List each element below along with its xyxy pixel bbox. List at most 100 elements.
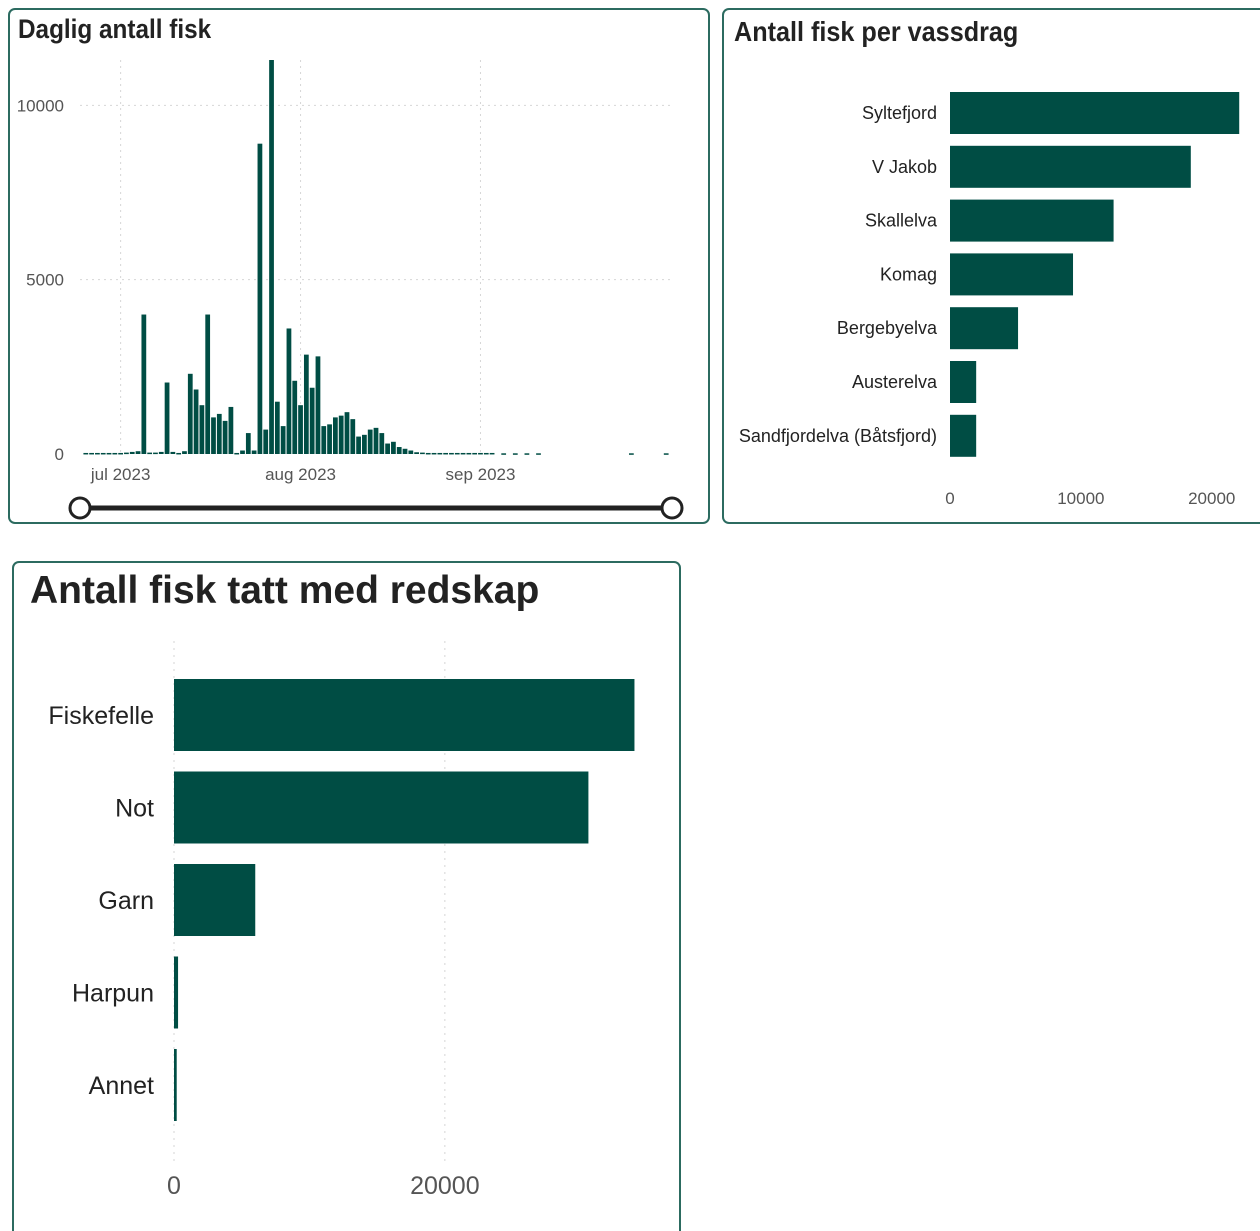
daily-bar[interactable] <box>89 452 94 455</box>
daily-bar[interactable] <box>512 453 518 455</box>
daily-bar[interactable] <box>425 452 431 455</box>
daily-bar[interactable] <box>205 314 211 454</box>
daily-bar[interactable] <box>170 451 176 454</box>
daily-bar[interactable] <box>408 450 414 454</box>
daily-bar[interactable] <box>373 427 379 454</box>
daily-bar[interactable] <box>118 452 124 455</box>
daily-bar[interactable] <box>356 436 361 454</box>
gear-bar[interactable] <box>174 1049 177 1121</box>
river-bar[interactable] <box>950 253 1074 296</box>
daily-bar[interactable] <box>286 328 292 454</box>
daily-bar[interactable] <box>274 401 280 454</box>
gear-bar[interactable] <box>174 771 589 844</box>
daily-bar[interactable] <box>211 417 216 454</box>
daily-bar[interactable] <box>454 452 460 455</box>
daily-bar[interactable] <box>402 448 408 454</box>
daily-bar[interactable] <box>158 451 164 454</box>
daily-bar[interactable] <box>443 452 449 455</box>
gear-bar[interactable] <box>174 956 179 1029</box>
daily-bar[interactable] <box>216 413 222 454</box>
daily-bar[interactable] <box>269 60 274 454</box>
daily-bar[interactable] <box>367 429 373 454</box>
daily-bar[interactable] <box>315 356 321 454</box>
river-category-label: Bergebyelva <box>837 318 938 338</box>
daily-bar[interactable] <box>449 452 454 455</box>
daily-bar[interactable] <box>321 426 327 454</box>
daily-bar[interactable] <box>483 452 489 455</box>
daily-bar[interactable] <box>234 452 240 455</box>
river-category-label: Sandfjordelva (Båtsfjord) <box>739 426 937 446</box>
river-bar[interactable] <box>950 307 1019 350</box>
river-bar[interactable] <box>950 199 1114 242</box>
daily-bar[interactable] <box>344 412 350 454</box>
daily-bar[interactable] <box>466 452 472 455</box>
daily-bar[interactable] <box>95 452 100 455</box>
daily-bar[interactable] <box>350 419 356 454</box>
river-fish-panel: Antall fisk per vassdrag Syltefjord V Jak… <box>722 8 1260 524</box>
daily-bar[interactable] <box>478 452 483 455</box>
daily-bar[interactable] <box>292 380 298 454</box>
daily-bar[interactable] <box>141 314 147 454</box>
daily-bar[interactable] <box>489 452 495 455</box>
gear-category-label: Annet <box>89 1072 154 1100</box>
river-bar[interactable] <box>950 414 977 457</box>
daily-bar[interactable] <box>332 417 338 454</box>
daily-bar[interactable] <box>124 452 129 455</box>
daily-bar[interactable] <box>536 453 541 455</box>
daily-bar[interactable] <box>182 451 187 454</box>
daily-bar[interactable] <box>431 452 437 455</box>
daily-bar[interactable] <box>100 452 106 455</box>
daily-bar[interactable] <box>327 424 332 454</box>
daily-bar[interactable] <box>251 450 257 454</box>
daily-bar[interactable] <box>362 434 367 454</box>
daily-bar[interactable] <box>391 441 396 454</box>
daily-bar[interactable] <box>385 443 390 454</box>
daily-bar[interactable] <box>663 453 669 455</box>
gear-fish-panel: Antall fisk tatt med redskap Fiskefelle N… <box>12 561 681 1231</box>
daily-bar[interactable] <box>420 452 425 455</box>
daily-bar[interactable] <box>164 382 170 454</box>
river-bar[interactable] <box>950 145 1191 188</box>
range-slider-start-handle[interactable] <box>68 496 92 520</box>
daily-bar[interactable] <box>501 453 507 455</box>
x-tick-label: 20000 <box>410 1172 480 1200</box>
river-category-label: Skallelva <box>865 211 938 231</box>
daily-bar[interactable] <box>129 451 135 454</box>
daily-bar[interactable] <box>414 452 420 454</box>
range-slider-end-handle[interactable] <box>660 496 684 520</box>
daily-bar[interactable] <box>472 452 478 455</box>
gear-bar[interactable] <box>174 864 256 936</box>
daily-bar[interactable] <box>298 405 303 454</box>
daily-bar[interactable] <box>303 354 309 454</box>
gear-bar[interactable] <box>174 679 635 751</box>
daily-bar[interactable] <box>153 452 158 455</box>
daily-bar[interactable] <box>228 406 234 454</box>
daily-bar[interactable] <box>112 452 118 455</box>
daily-fish-panel: Daglig antall fisk 0 5000 10000 jul 2023 aug… <box>8 8 710 524</box>
daily-bar[interactable] <box>263 429 269 454</box>
daily-bar[interactable] <box>106 452 112 455</box>
daily-bar[interactable] <box>199 405 205 454</box>
daily-bar[interactable] <box>193 389 199 454</box>
daily-bar[interactable] <box>257 143 263 455</box>
daily-bar[interactable] <box>135 451 141 454</box>
daily-bar[interactable] <box>280 426 286 454</box>
daily-bar[interactable] <box>245 433 251 454</box>
river-bar[interactable] <box>950 92 1240 134</box>
daily-bar[interactable] <box>338 415 344 454</box>
daily-bar[interactable] <box>240 450 245 454</box>
daily-bar[interactable] <box>396 447 402 454</box>
daily-bar[interactable] <box>628 453 634 455</box>
river-bar[interactable] <box>950 361 977 403</box>
daily-bar[interactable] <box>222 420 228 454</box>
daily-bar[interactable] <box>379 433 385 454</box>
daily-bar[interactable] <box>524 453 530 455</box>
daily-bar[interactable] <box>176 452 182 455</box>
daily-bar[interactable] <box>147 452 153 455</box>
daily-bar[interactable] <box>309 387 315 454</box>
daily-bar[interactable] <box>460 452 466 455</box>
y-tick-label: 0 <box>55 445 64 464</box>
daily-bar[interactable] <box>437 452 443 455</box>
daily-bar[interactable] <box>83 452 89 455</box>
daily-bar[interactable] <box>187 373 193 454</box>
